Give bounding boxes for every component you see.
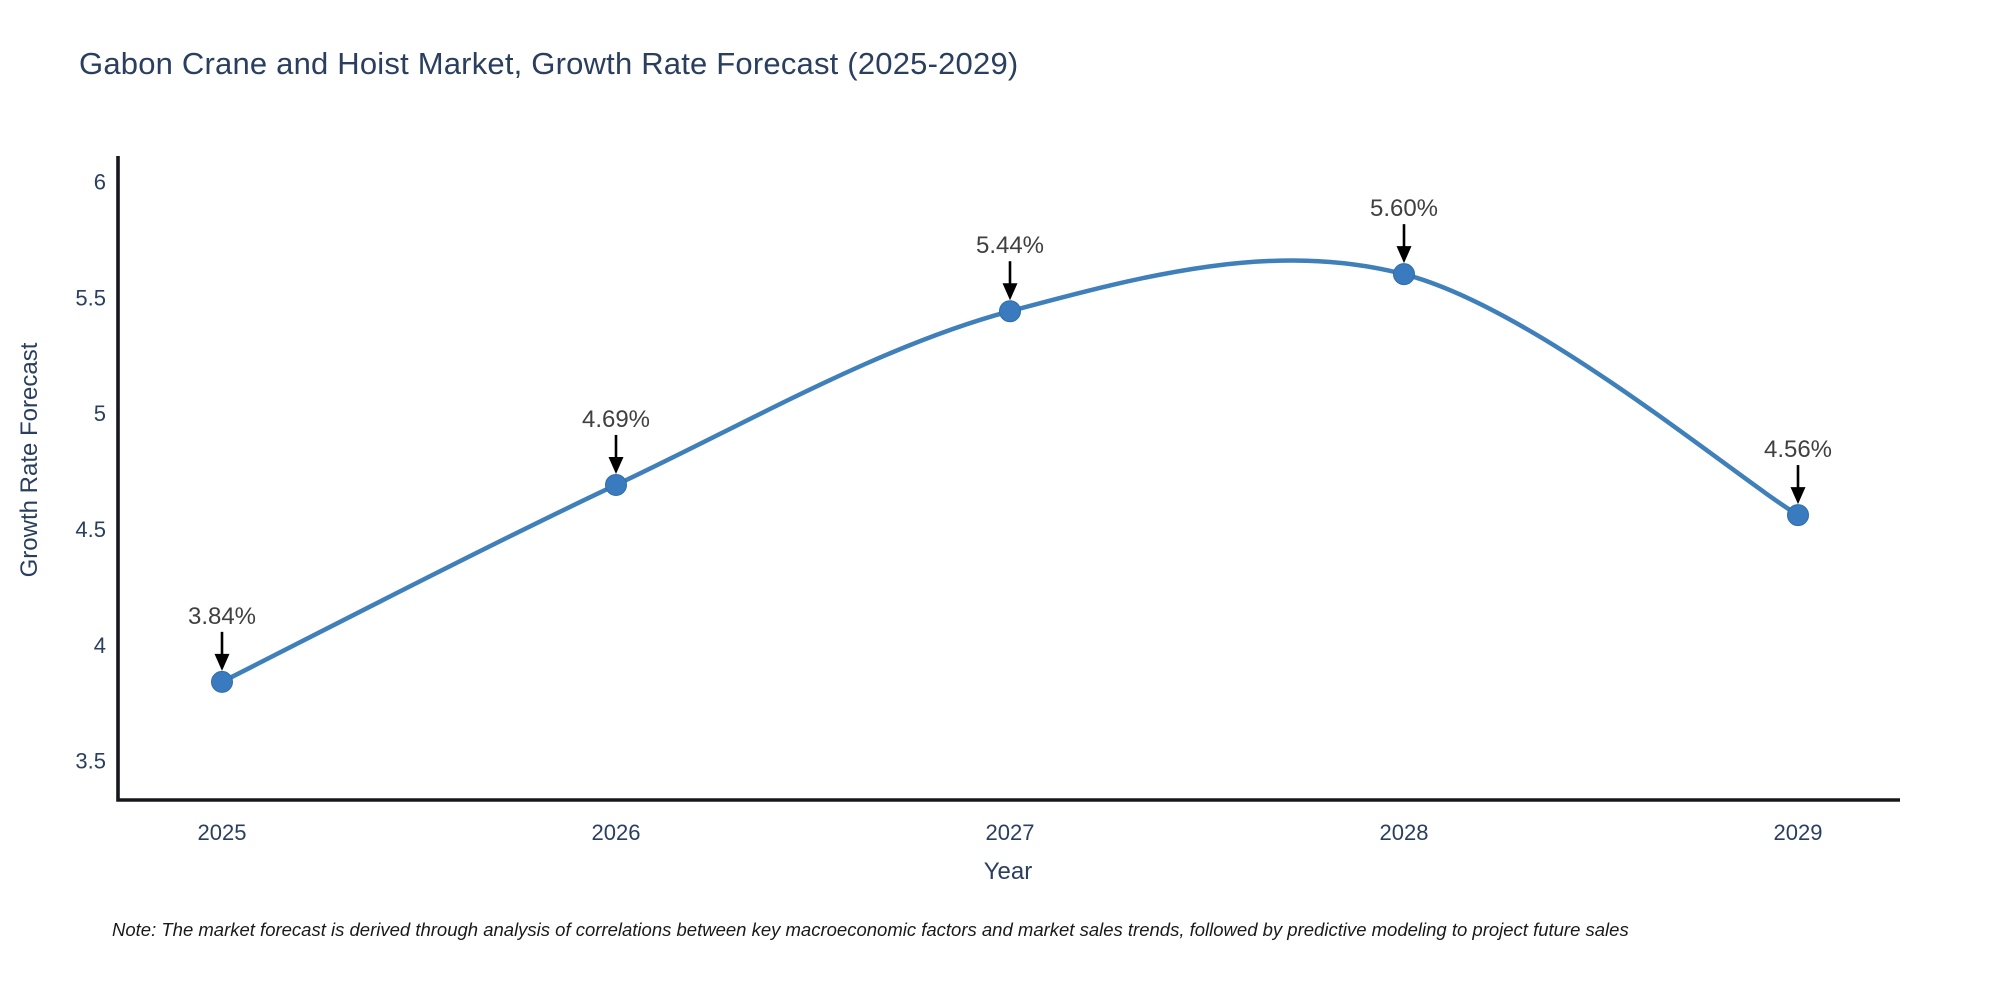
x-tick-label: 2025: [198, 820, 247, 845]
y-tick-label: 5.5: [75, 285, 106, 310]
data-point: [211, 670, 233, 693]
x-tick-label: 2027: [986, 820, 1035, 845]
y-tick-label: 4.5: [75, 517, 106, 542]
y-tick-label: 3.5: [75, 749, 106, 774]
annotation-arrowhead: [1396, 246, 1412, 264]
data-point: [605, 473, 627, 496]
footnote: Note: The market forecast is derived thr…: [112, 919, 1629, 940]
chart-title: Gabon Crane and Hoist Market, Growth Rat…: [79, 46, 1019, 81]
x-tick-label: 2029: [1774, 820, 1823, 845]
data-point: [1787, 504, 1809, 527]
annotation-arrowhead: [1790, 487, 1806, 505]
y-tick-label: 5: [94, 401, 106, 426]
point-annotation: 5.44%: [976, 232, 1044, 259]
data-point: [1393, 263, 1415, 286]
annotation-arrowhead: [608, 456, 624, 474]
trend-line: [219, 258, 1801, 685]
x-axis-title: Year: [983, 858, 1033, 885]
x-tick-label: 2028: [1380, 820, 1429, 845]
x-tick-label: 2026: [592, 820, 641, 845]
axis-spines: [116, 156, 1900, 802]
point-annotation: 3.84%: [188, 603, 256, 630]
annotation-arrowhead: [214, 653, 230, 671]
annotation-arrowhead: [1002, 283, 1018, 301]
y-tick-label: 6: [94, 169, 106, 194]
y-tick-label: 4: [94, 633, 106, 658]
point-annotation: 4.69%: [582, 406, 650, 433]
data-point: [999, 300, 1021, 323]
point-annotation: 5.60%: [1370, 195, 1438, 222]
point-annotation: 4.56%: [1764, 436, 1832, 463]
